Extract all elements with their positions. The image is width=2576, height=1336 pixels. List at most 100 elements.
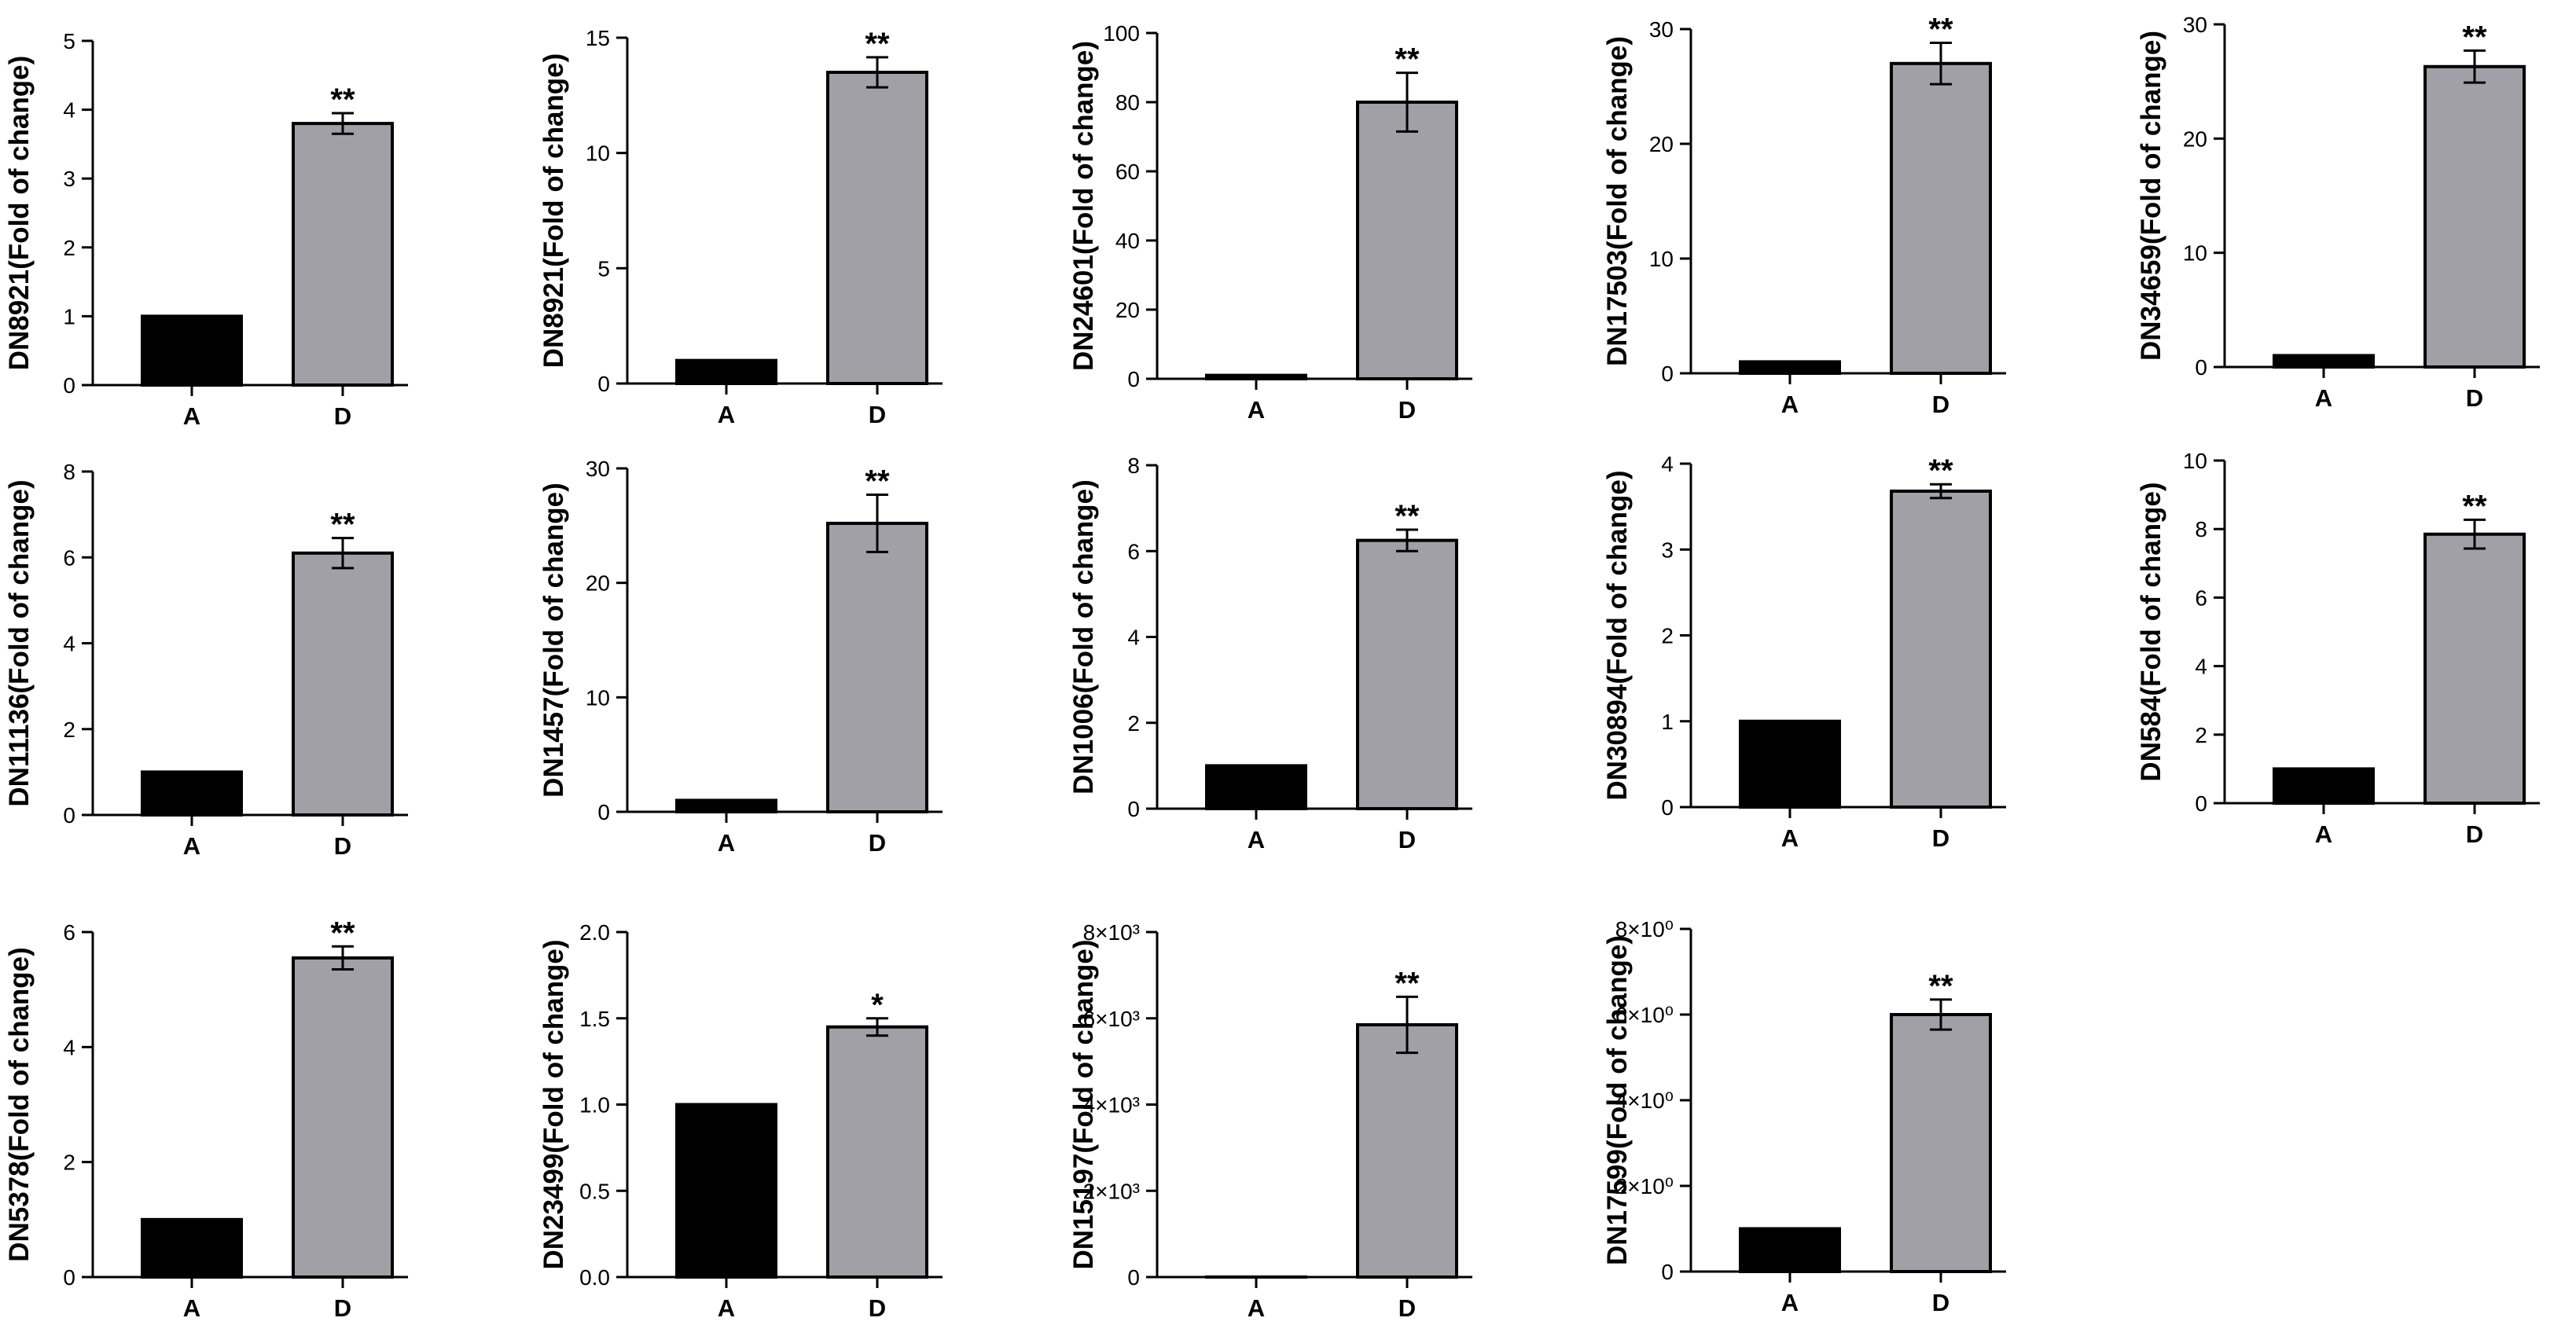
bar-D <box>1890 489 1992 809</box>
bar-D <box>826 71 928 385</box>
chart-panel-2: 0 5 10 15 DN8921(Fold of change) A ** D <box>538 26 943 428</box>
chart-panel-6: 0 2 4 6 8 DN11136(Fold of change) A ** D <box>4 460 408 860</box>
x-tick-label: A <box>2315 384 2332 412</box>
y-tick-label: 1 <box>63 304 75 328</box>
significance-marker: ** <box>865 464 890 499</box>
y-axis-title: DN15197(Fold of change) <box>1068 939 1099 1269</box>
y-tick-label: 20 <box>1649 132 1674 156</box>
y-tick-label: 1.5 <box>579 1007 610 1031</box>
x-tick-label: D <box>334 402 351 430</box>
bar-D <box>1890 61 1992 376</box>
y-axis-title: DN30894(Fold of change) <box>1602 470 1633 800</box>
x-tick-label: D <box>1932 1289 1949 1316</box>
error-bar <box>866 494 888 553</box>
y-tick-label: 30 <box>1649 17 1674 42</box>
error-bar <box>2464 49 2486 84</box>
y-tick-label: 1 <box>1661 710 1674 734</box>
bar-A <box>1205 373 1307 381</box>
y-tick-label: 10 <box>1649 247 1674 271</box>
error-bar <box>332 945 354 971</box>
y-axis-title: DN584(Fold of change) <box>2136 482 2166 781</box>
significance-marker: ** <box>1395 966 1420 1000</box>
bar-A <box>675 798 777 814</box>
bar-D <box>2423 532 2526 805</box>
y-tick-label: 0 <box>1127 367 1140 391</box>
y-tick-label: 0.0 <box>579 1265 610 1290</box>
y-tick-label: 6 <box>1127 539 1140 563</box>
y-tick-label: 6 <box>63 920 75 945</box>
chart-panel-7: 0 10 20 30 DN1457(Fold of change) A ** D <box>538 457 943 857</box>
x-tick-label: D <box>1932 391 1949 418</box>
significance-marker: ** <box>865 27 890 61</box>
y-tick-label: 4×10⁰ <box>1615 1088 1674 1113</box>
error-bar <box>2464 518 2486 550</box>
y-axis-title: DN1457(Fold of change) <box>538 483 569 798</box>
x-tick-label: A <box>1781 824 1799 852</box>
y-tick-label: 2 <box>2195 723 2207 747</box>
bar-D <box>292 122 394 387</box>
y-tick-label: 3 <box>63 167 75 191</box>
bar-D <box>292 551 394 817</box>
error-bar <box>866 1017 888 1037</box>
significance-marker: ** <box>1928 969 1953 1004</box>
chart-panel-9: 0 1 2 3 4 DN30894(Fold of change) A ** D <box>1602 452 2006 852</box>
y-tick-label: 8 <box>1127 453 1140 478</box>
y-tick-label: 30 <box>2183 13 2207 37</box>
significance-marker: ** <box>330 916 355 950</box>
bar-D <box>826 1025 928 1279</box>
y-tick-label: 2 <box>63 236 75 260</box>
y-tick-label: 1.0 <box>579 1093 610 1118</box>
chart-panel-1: 0 1 2 3 4 5 DN8921(Fold of change) A ** D <box>4 29 408 430</box>
y-tick-label: 2 <box>1661 624 1674 648</box>
bar-D <box>1890 1013 1992 1273</box>
y-tick-label: 6 <box>2195 585 2207 610</box>
y-tick-label: 10 <box>586 141 610 166</box>
y-tick-label: 0 <box>1127 797 1140 821</box>
x-tick-label: D <box>1398 396 1416 424</box>
significance-marker: ** <box>1928 453 1953 488</box>
significance-marker: ** <box>2462 489 2487 523</box>
bar-A <box>1739 719 1841 809</box>
y-tick-label: 0 <box>597 800 610 824</box>
y-tick-label: 0 <box>1661 795 1674 820</box>
y-tick-label: 2 <box>1127 711 1140 736</box>
error-bar <box>332 537 354 570</box>
y-tick-label: 0 <box>63 803 75 828</box>
y-tick-label: 0 <box>63 1265 75 1290</box>
chart-panel-5: 0 10 20 30 DN34659(Fold of change) A ** D <box>2136 13 2540 412</box>
y-tick-label: 100 <box>1103 21 1140 46</box>
bar-D <box>1356 101 1458 380</box>
y-tick-label: 10 <box>586 685 610 710</box>
chart-panel-10: 0 2 4 6 8 10 DN584(Fold of change) A ** D <box>2136 449 2540 848</box>
bar-A <box>141 770 243 817</box>
x-tick-label: D <box>869 401 886 428</box>
y-tick-label: 4 <box>63 632 75 656</box>
y-tick-label: 5 <box>597 256 610 281</box>
y-tick-label: 4 <box>1127 626 1140 650</box>
chart-panel-4: 0 10 20 30 DN17503(Fold of change) A ** D <box>1602 13 2006 418</box>
bar-A <box>2273 354 2375 369</box>
error-bar <box>1930 998 1952 1031</box>
y-tick-label: 10 <box>2183 449 2207 473</box>
bar-A <box>675 358 777 385</box>
bar-A <box>675 1103 777 1279</box>
x-tick-label: D <box>1932 824 1949 852</box>
bar-D <box>292 956 394 1279</box>
error-bar <box>866 56 888 89</box>
y-tick-label: 80 <box>1115 90 1140 115</box>
x-tick-label: A <box>183 1294 200 1322</box>
significance-marker: ** <box>1395 42 1420 77</box>
x-tick-label: D <box>869 829 886 857</box>
y-tick-label: 2 <box>63 1151 75 1175</box>
error-bar <box>1396 72 1418 133</box>
y-tick-label: 6×10³ <box>1083 1007 1140 1031</box>
significance-marker: ** <box>330 83 355 117</box>
bar-D <box>1356 538 1458 810</box>
y-tick-label: 10 <box>2183 241 2207 266</box>
bar-A <box>2273 767 2375 806</box>
significance-marker: ** <box>330 508 355 542</box>
y-axis-title: DN8921(Fold of change) <box>538 53 569 369</box>
significance-marker: ** <box>1395 499 1420 534</box>
x-tick-label: A <box>1248 826 1265 853</box>
bar-A <box>141 314 243 387</box>
